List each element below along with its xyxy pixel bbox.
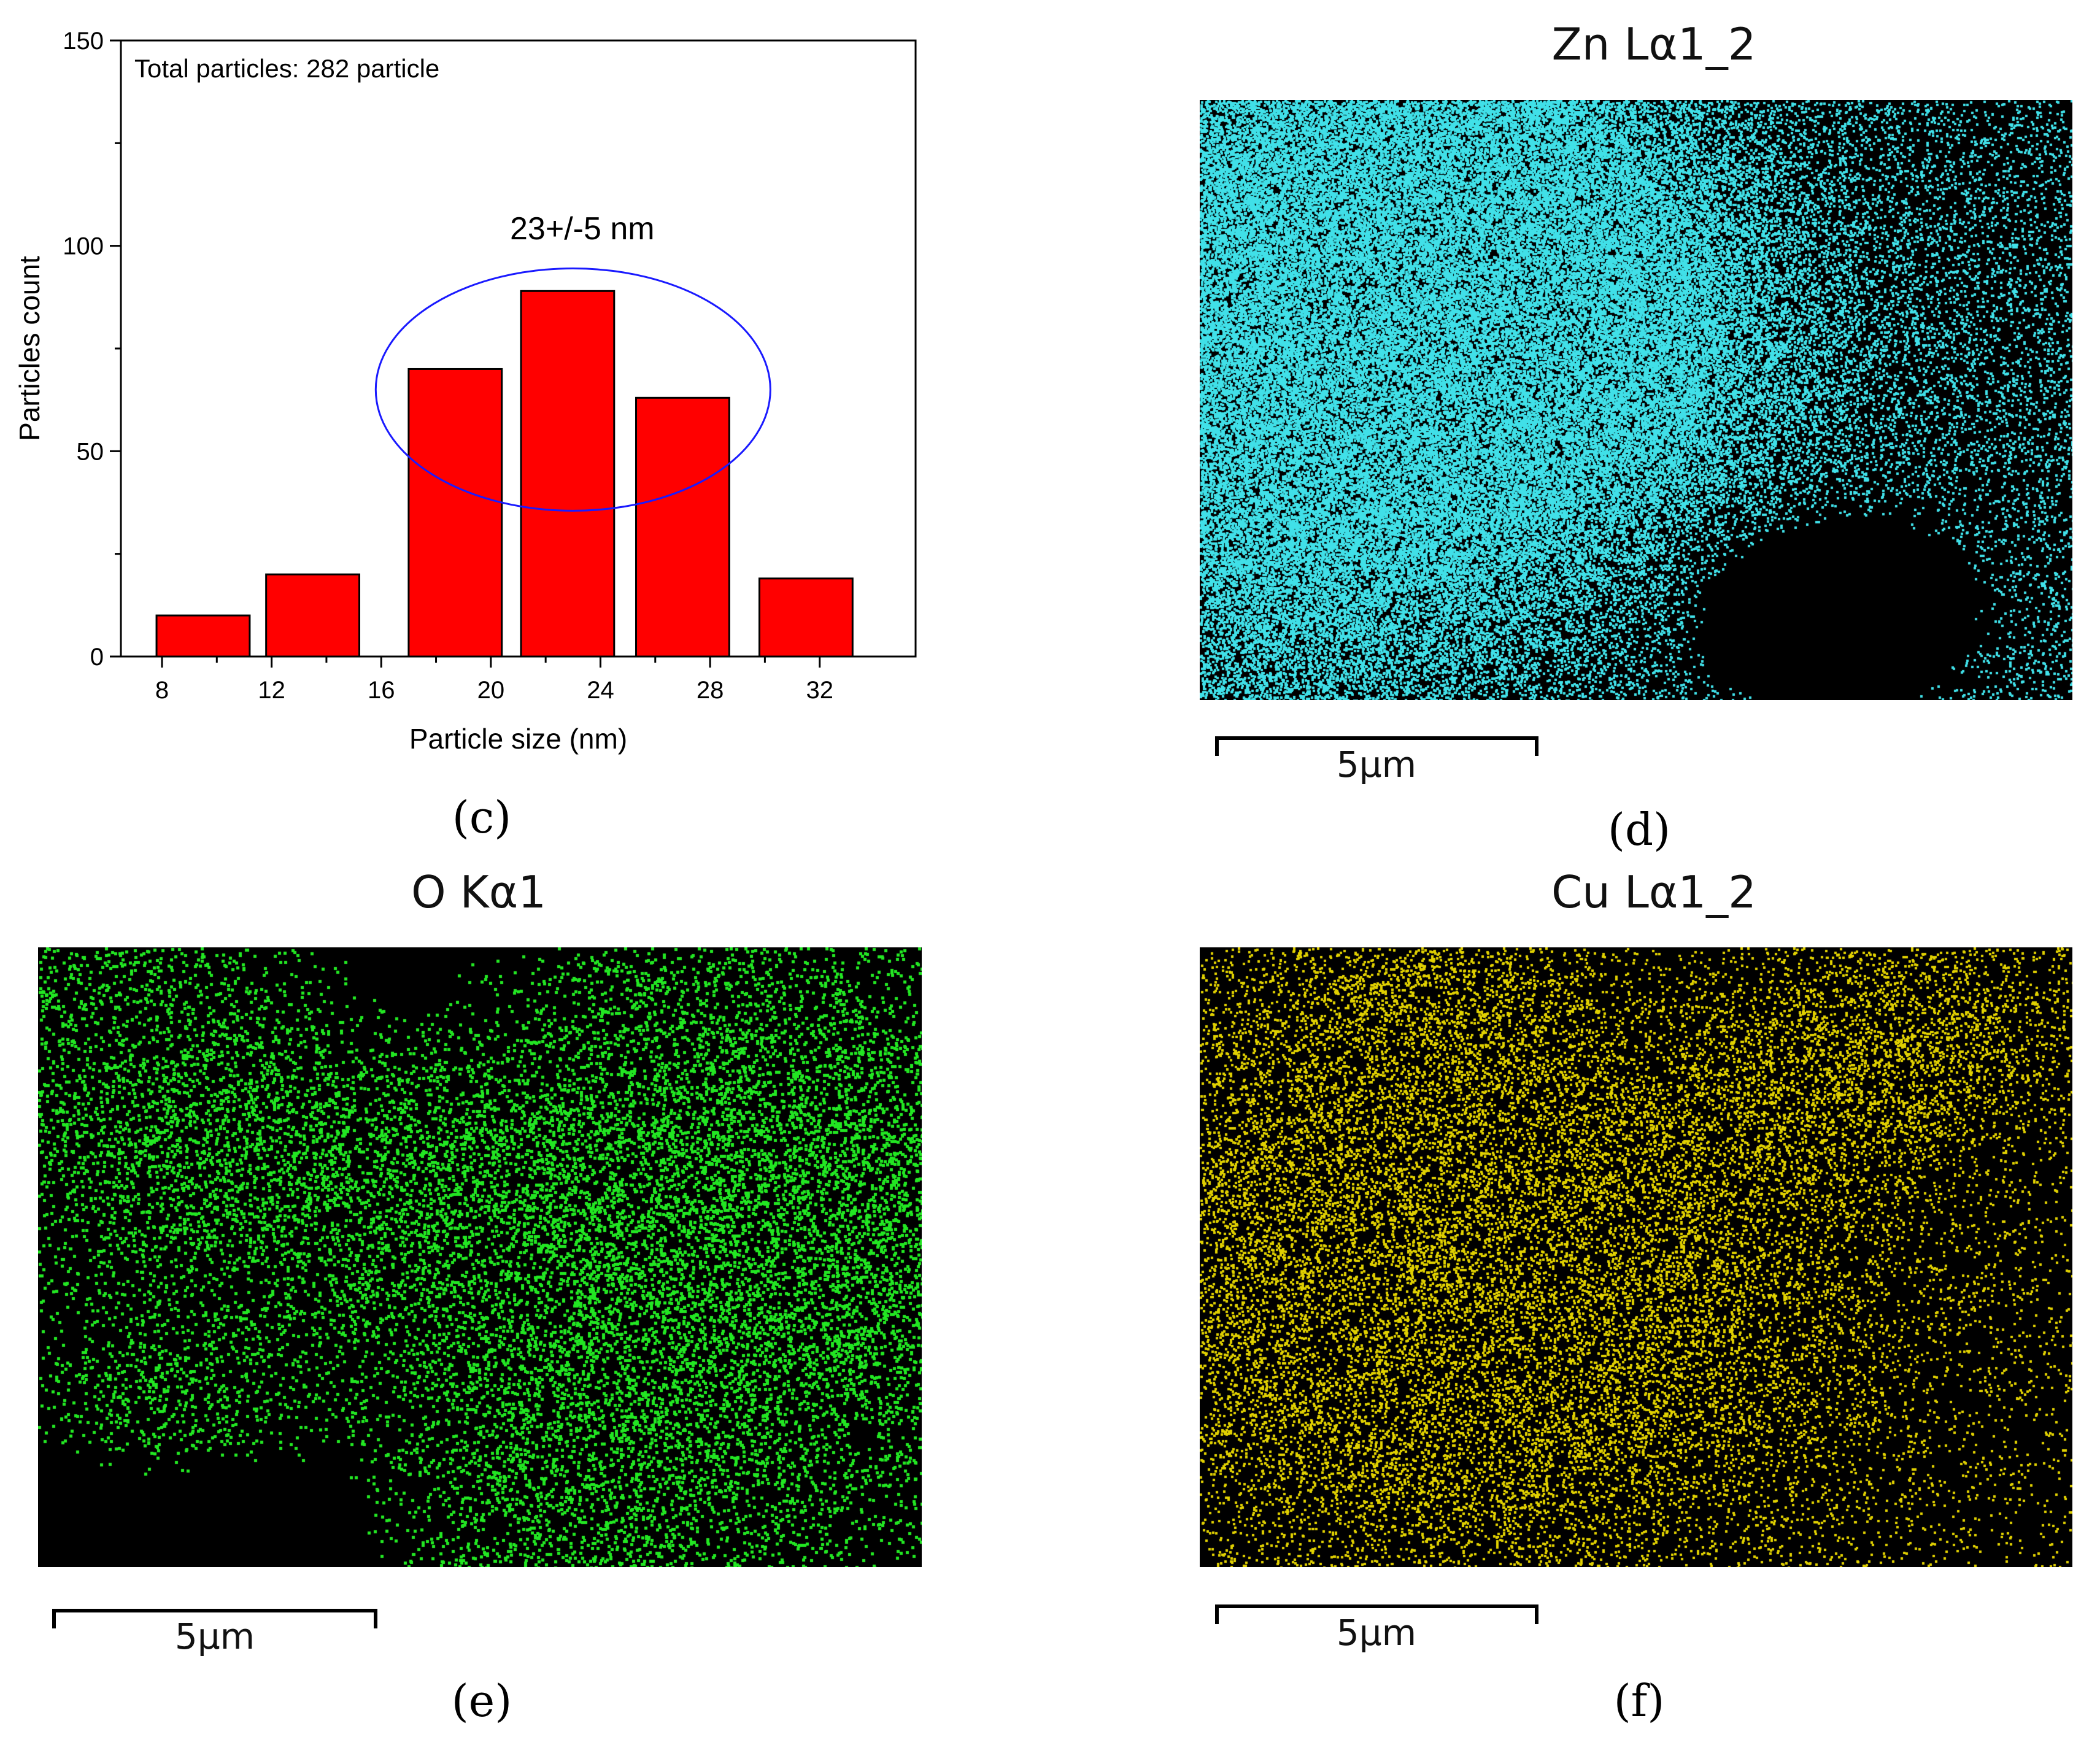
x-tick-label: 32: [806, 677, 833, 704]
histogram-bar: [407, 368, 503, 658]
peak-size-annotation: 23+/-5 nm: [510, 211, 655, 247]
zn-map-title: Zn Lα1_2: [1551, 18, 1756, 70]
histogram-chart: 8 12 16 20 24 28 32 0 50 100 150 Total particles: 2…: [14, 28, 917, 755]
y-tick-label: 150: [63, 28, 104, 55]
peak-ellipse: [374, 267, 771, 512]
x-tick-label: 8: [155, 677, 169, 704]
zn-elemental-map: [1200, 100, 2072, 700]
x-tick-label: 12: [258, 677, 285, 704]
y-tick-label: 50: [77, 438, 104, 465]
o-scale-label: 5μm: [174, 1616, 255, 1657]
panel-label-d: (d): [1607, 804, 1671, 855]
cu-map-title: Cu Lα1_2: [1551, 866, 1756, 918]
x-tick-label: 28: [697, 677, 724, 704]
cu-scale-bar: [1215, 1604, 1538, 1624]
histogram-bar: [265, 573, 361, 658]
panel-label-f: (f): [1613, 1675, 1665, 1727]
histogram-bar: [520, 290, 616, 658]
o-scale-bar: [52, 1609, 377, 1628]
zn-scale-label: 5μm: [1336, 744, 1417, 785]
o-elemental-map: [38, 947, 922, 1567]
zn-scale-bar: [1215, 736, 1538, 756]
plot-frame: [120, 39, 917, 658]
y-axis-label: Particles count: [14, 256, 45, 441]
o-map-title: O Kα1: [411, 866, 547, 918]
panel-label-e: (e): [451, 1675, 512, 1727]
x-tick-label: 24: [587, 677, 614, 704]
y-tick-label: 0: [90, 644, 104, 671]
x-axis-label: Particle size (nm): [409, 723, 627, 755]
total-particles-annotation: Total particles: 282 particle: [134, 54, 439, 83]
x-tick-label: 20: [477, 677, 505, 704]
x-tick-label: 16: [368, 677, 395, 704]
histogram-bar: [155, 614, 251, 658]
cu-elemental-map: [1200, 947, 2072, 1567]
cu-scale-label: 5μm: [1336, 1612, 1417, 1654]
panel-label-c: (c): [452, 792, 512, 843]
y-tick-label: 100: [63, 233, 104, 260]
histogram-bar: [758, 577, 854, 658]
histogram-bar: [635, 396, 730, 658]
